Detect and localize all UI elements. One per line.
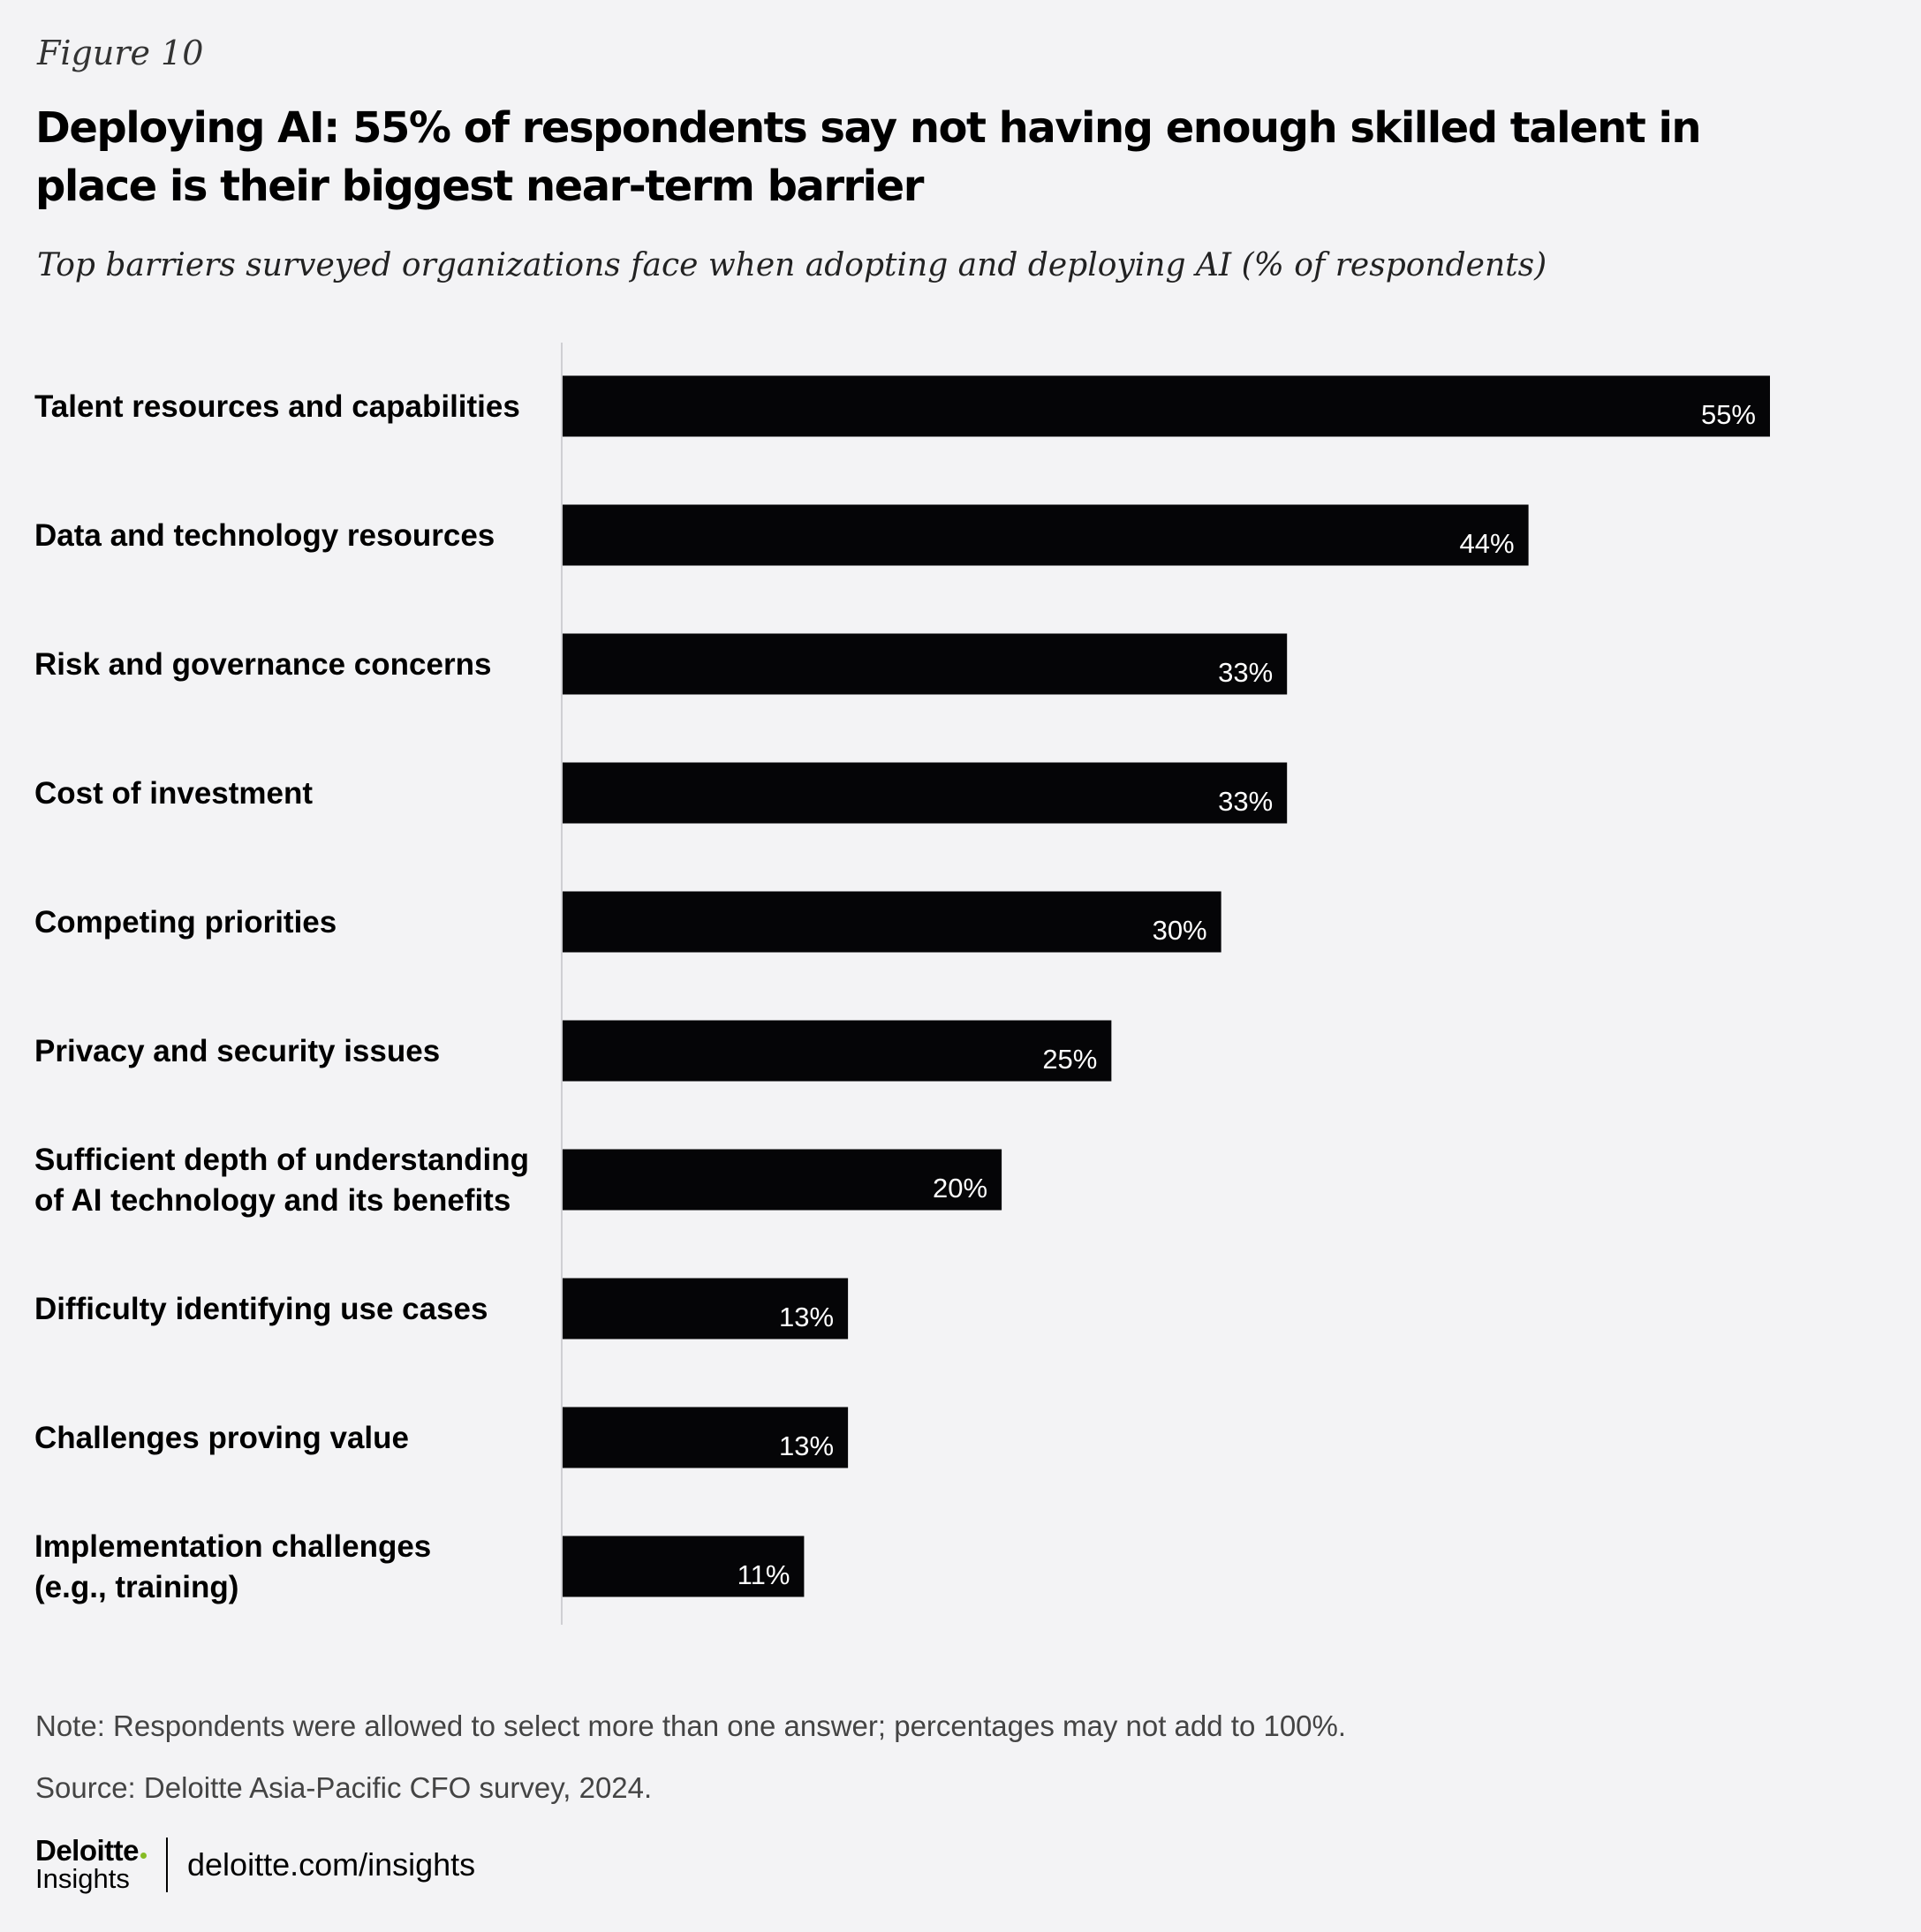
bar [563,762,1288,824]
category-label-line: Cost of investment [34,776,313,811]
category-label-line: Sufficient depth of understanding [34,1143,529,1177]
category-label: Competing priorities [34,905,337,940]
footer: Deloitte Insights deloitte.com/insights [35,1830,475,1900]
category-label-line: Privacy and security issues [34,1034,440,1068]
value-label: 20% [933,1173,987,1204]
category-label: Sufficient depth of understanding of AI t… [34,1143,529,1218]
category-label: Data and technology resources [34,518,495,553]
category-label: Implementation challenges (e.g., training… [34,1529,431,1604]
value-label: 25% [1042,1044,1097,1075]
chart-title: Deploying AI: 55% of respondents say not… [35,103,1702,211]
logo-name: Deloitte [35,1834,140,1867]
value-label: 44% [1460,528,1515,559]
category-label: Risk and governance concerns [34,647,491,682]
footer-url: deloitte.com/insights [187,1846,476,1883]
value-label: 13% [779,1430,834,1461]
value-label: 55% [1701,399,1756,430]
bar-chart: 55% Talent resources and capabilities 44% D… [34,343,1770,1625]
bar [563,1278,849,1340]
category-label-line: Difficulty identifying use cases [34,1292,488,1326]
chart-note: Note: Respondents were allowed to select… [35,1709,1347,1742]
value-label: 30% [1153,915,1207,946]
category-label: Privacy and security issues [34,1034,440,1068]
category-label-line: Talent resources and capabilities [34,389,520,424]
category-label-line: Risk and governance concerns [34,647,491,682]
value-label: 13% [779,1302,834,1332]
category-label: Cost of investment [34,776,313,811]
value-label: 33% [1218,657,1273,688]
footer-divider [166,1838,169,1892]
category-label: Talent resources and capabilities [34,389,520,424]
logo-dot-icon [140,1853,147,1859]
category-label: Challenges proving value [34,1421,409,1455]
logo-sub: Insights [35,1863,130,1894]
figure-label: Figure 10 [37,34,204,72]
bar [563,375,1770,437]
category-label: Difficulty identifying use cases [34,1292,488,1326]
chart-subtitle: Top barriers surveyed organizations face… [37,247,1547,283]
chart-source: Source: Deloitte Asia-Pacific CFO survey… [35,1771,653,1804]
value-label: 11% [737,1559,790,1590]
bar [563,1149,1002,1211]
category-label-line: of AI technology and its benefits [34,1183,511,1218]
category-label-line: Competing priorities [34,905,337,940]
bar [563,1536,805,1597]
category-label-line: (e.g., training) [34,1570,238,1604]
bar [563,1020,1112,1082]
category-label-line: Challenges proving value [34,1421,409,1455]
bar [563,1407,849,1468]
category-label-line: Implementation challenges [34,1529,431,1564]
deloitte-insights-logo: Deloitte Insights [35,1834,147,1894]
category-label-line: Data and technology resources [34,518,495,553]
value-label: 33% [1218,786,1273,817]
bar [563,633,1288,695]
bar [563,504,1529,566]
bar [563,891,1221,953]
